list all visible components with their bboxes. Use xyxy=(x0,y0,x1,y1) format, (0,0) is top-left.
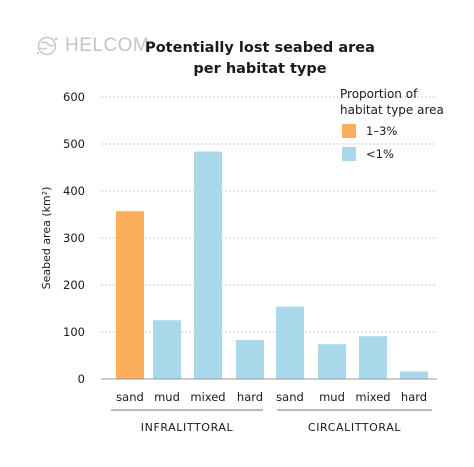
bar-hard-3 xyxy=(236,339,264,379)
chart-title-line-1: Potentially lost seabed area xyxy=(145,40,375,56)
legend-title-line-1: Proportion of xyxy=(340,87,418,101)
chart-title: Potentially lost seabed area per habitat… xyxy=(130,38,390,80)
legend-label-1: <1% xyxy=(366,147,394,161)
y-axis-label: Seabed area (km²) xyxy=(40,187,53,290)
group-label-circalittoral: CIRCALITTORAL xyxy=(308,421,401,434)
x-tick-label: sand xyxy=(276,390,304,404)
bar-hard-7 xyxy=(400,371,428,379)
helcom-globe-icon xyxy=(36,36,58,56)
helcom-logo: HELCOM xyxy=(34,34,149,58)
y-tick-label: 200 xyxy=(63,278,85,292)
x-tick-label: hard xyxy=(237,390,263,404)
group-label-infralittoral: INFRALITTORAL xyxy=(141,421,234,434)
y-tick-label: 300 xyxy=(63,231,85,245)
y-tick-label: 600 xyxy=(63,90,85,104)
x-tick-label: mixed xyxy=(355,390,390,404)
bar-mixed-2 xyxy=(194,151,222,379)
y-tick-label: 0 xyxy=(78,372,85,386)
x-tick-label: mud xyxy=(319,390,345,404)
y-tick-label: 500 xyxy=(63,137,85,151)
legend-swatch-1 xyxy=(342,147,356,161)
legend-swatch-0 xyxy=(342,124,356,138)
legend-label-0: 1–3% xyxy=(366,124,397,138)
bar-mud-1 xyxy=(153,320,181,379)
legend-title-line-2: habitat type area xyxy=(340,103,444,117)
x-tick-label: mud xyxy=(154,390,180,404)
bar-sand-0 xyxy=(116,211,144,379)
y-tick-label: 400 xyxy=(63,184,85,198)
bar-sand-4 xyxy=(276,306,304,379)
y-tick-label: 100 xyxy=(63,325,85,339)
bar-mixed-6 xyxy=(359,336,387,379)
x-tick-label: sand xyxy=(116,390,144,404)
logo-text: HELCOM xyxy=(65,35,150,56)
chart-title-line-2: per habitat type xyxy=(193,61,327,77)
x-tick-label: hard xyxy=(401,390,427,404)
bar-mud-5 xyxy=(318,344,346,379)
x-tick-label: mixed xyxy=(190,390,225,404)
